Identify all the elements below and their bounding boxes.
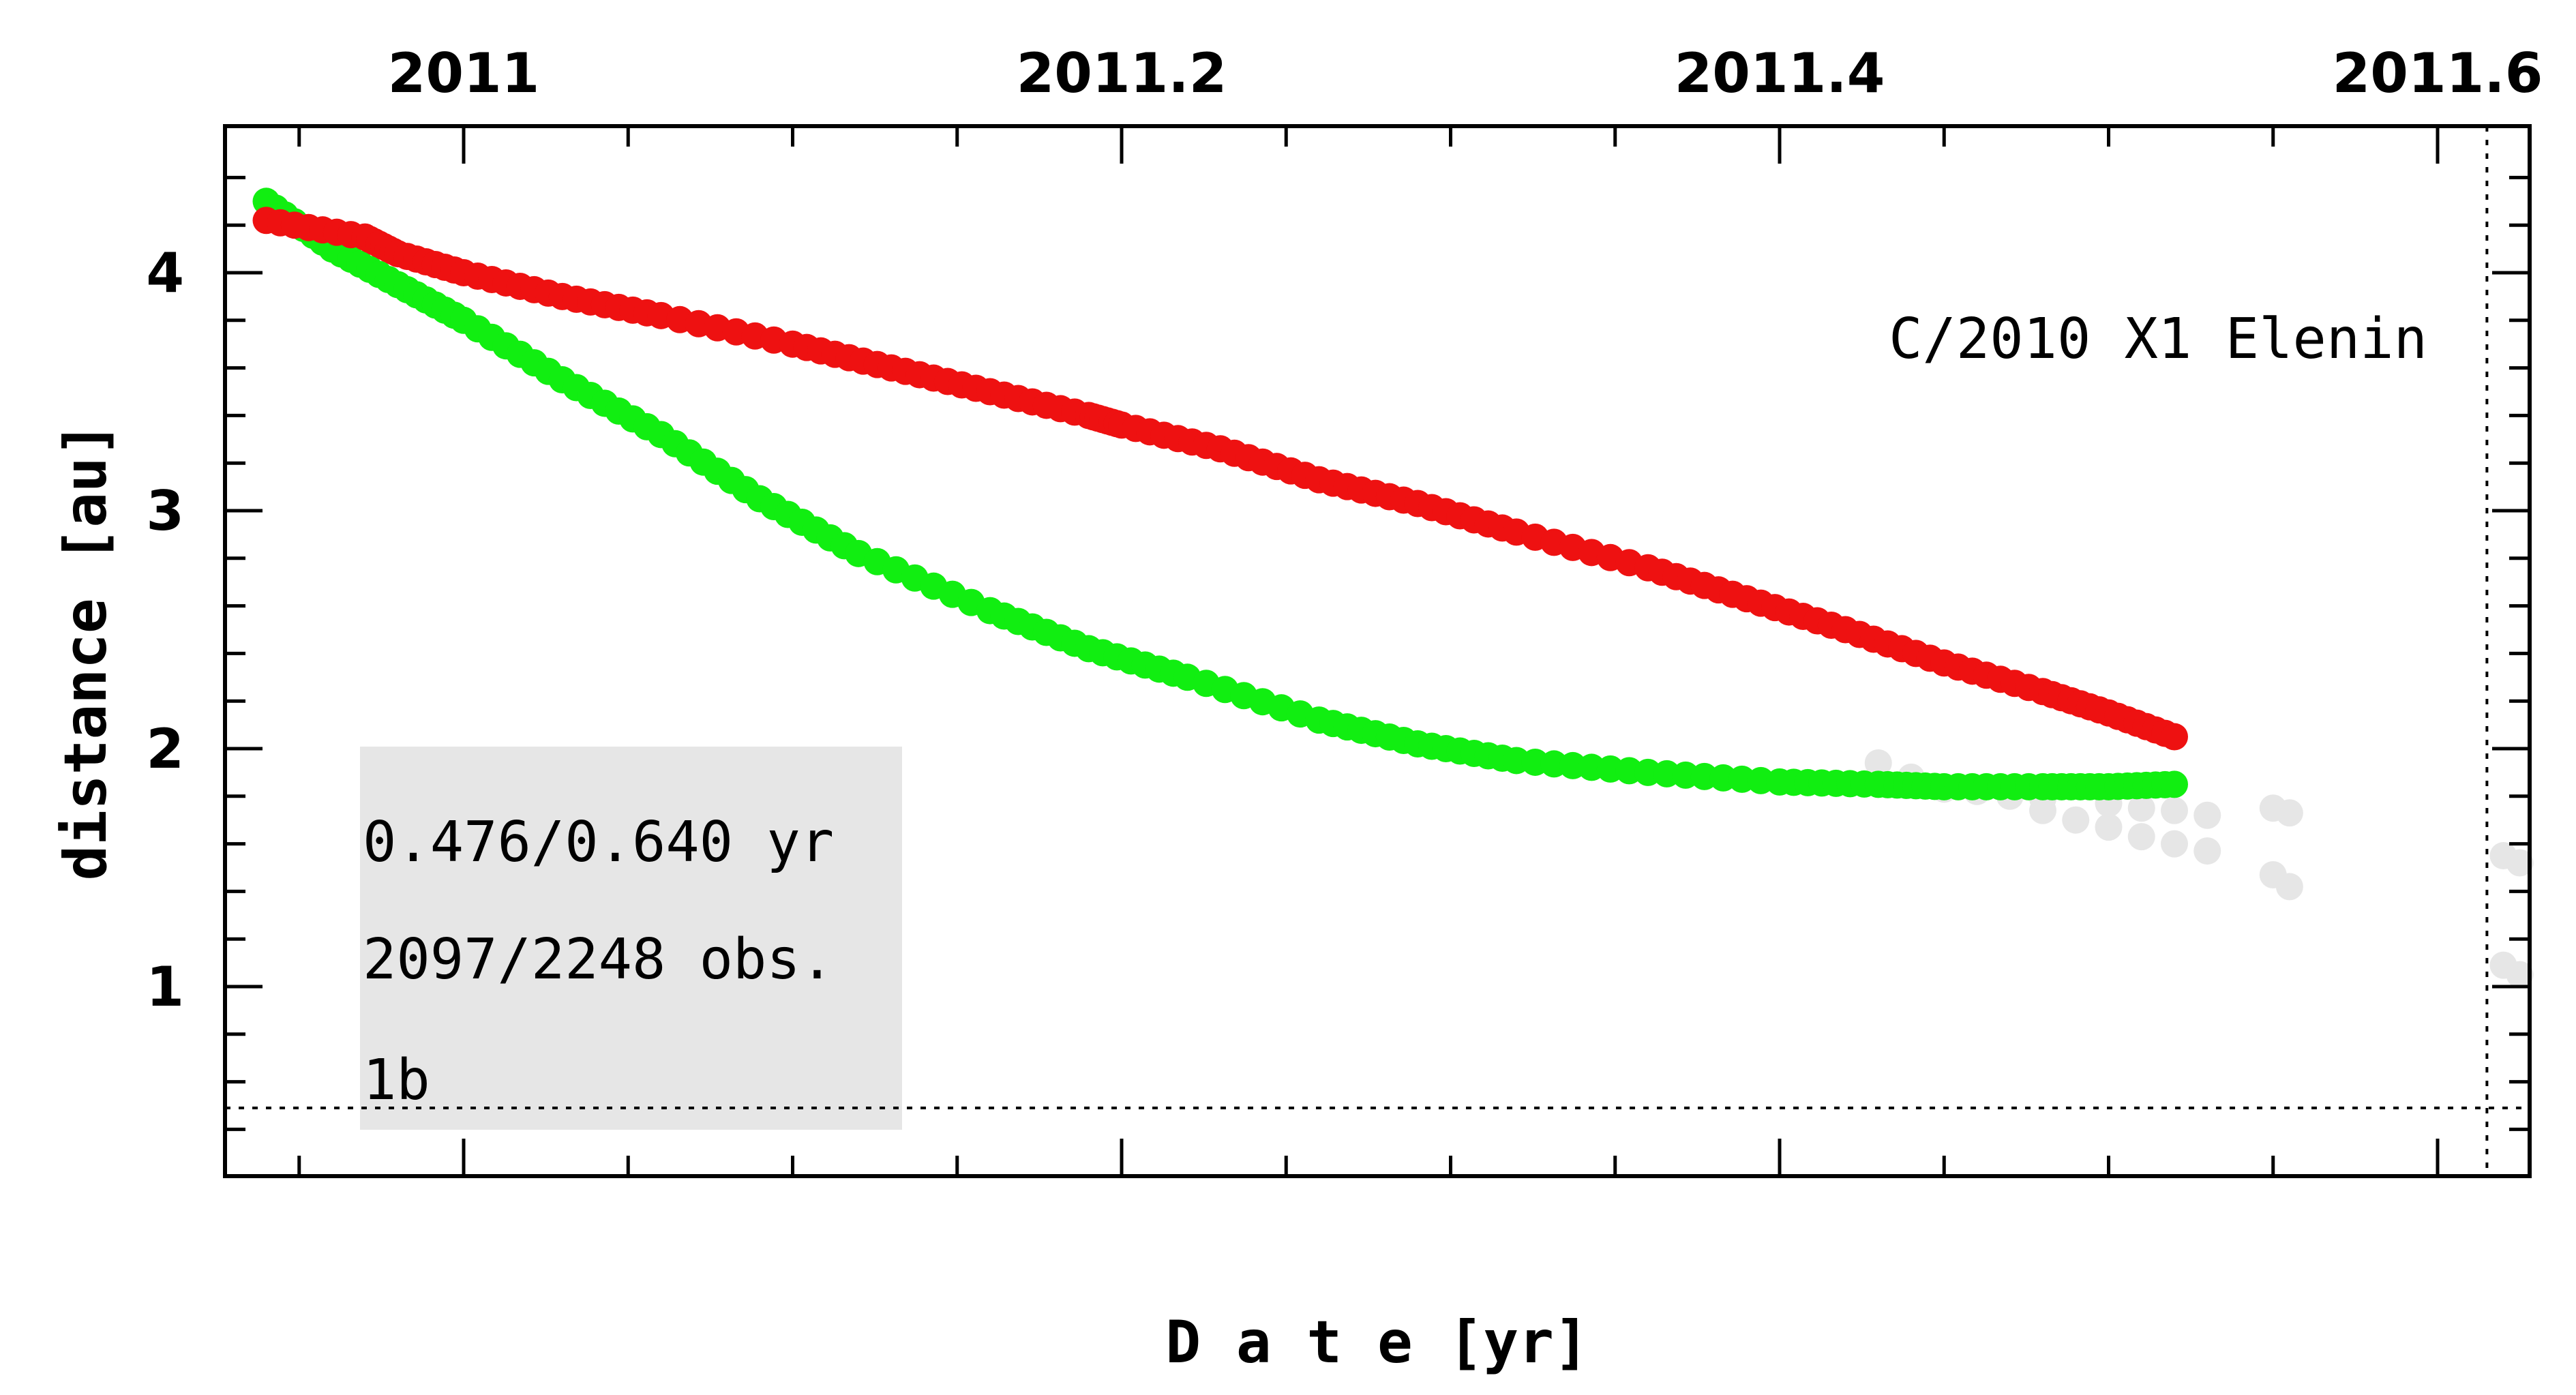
data-point-gray	[2161, 830, 2188, 858]
y-tick-label: 4	[146, 241, 184, 305]
data-marks	[252, 188, 2534, 989]
x-tick-labels: 2011 2011.2 2011.4 2011.6	[388, 42, 2543, 105]
y-tick-label: 3	[146, 479, 184, 543]
x-tick-label: 2011.2	[1017, 42, 1227, 105]
y-tick-labels: 1 2 3 4	[146, 241, 184, 1019]
x-axis-title: D a t e [yr]	[1165, 1308, 1589, 1377]
data-point-green	[2161, 770, 2188, 798]
data-point-gray	[2062, 806, 2090, 834]
reference-lines	[225, 126, 2530, 1176]
info-box	[360, 747, 902, 1130]
data-point-gray	[2127, 823, 2155, 851]
axis-ticks	[225, 126, 2530, 1176]
chart-title: C/2010 X1 Elenin	[1889, 307, 2427, 372]
y-tick-label: 2	[146, 717, 184, 781]
y-axis-title: distance [au]	[52, 421, 120, 880]
info-line-3: 1b	[363, 1048, 430, 1113]
x-tick-label: 2011	[388, 42, 540, 105]
data-point-gray	[2193, 801, 2221, 829]
data-point-gray	[2029, 796, 2056, 824]
data-point-gray	[2506, 961, 2534, 989]
data-point-gray	[2506, 849, 2534, 877]
x-tick-label: 2011.6	[2333, 42, 2543, 105]
data-point-gray	[2095, 813, 2123, 841]
plot-frame	[223, 124, 2532, 1178]
data-point-gray	[2275, 873, 2303, 901]
data-point-gray	[2193, 837, 2221, 865]
data-point-gray	[2275, 799, 2303, 827]
data-point-gray	[1864, 749, 1892, 777]
data-point-gray	[2127, 794, 2155, 822]
data-point-gray	[2161, 796, 2188, 824]
x-tick-label: 2011.4	[1675, 42, 1885, 105]
info-line-2: 2097/2248 obs.	[363, 927, 834, 992]
data-point-red	[2161, 723, 2188, 751]
info-line-1: 0.476/0.640 yr	[363, 810, 834, 875]
y-tick-label: 1	[146, 955, 184, 1019]
